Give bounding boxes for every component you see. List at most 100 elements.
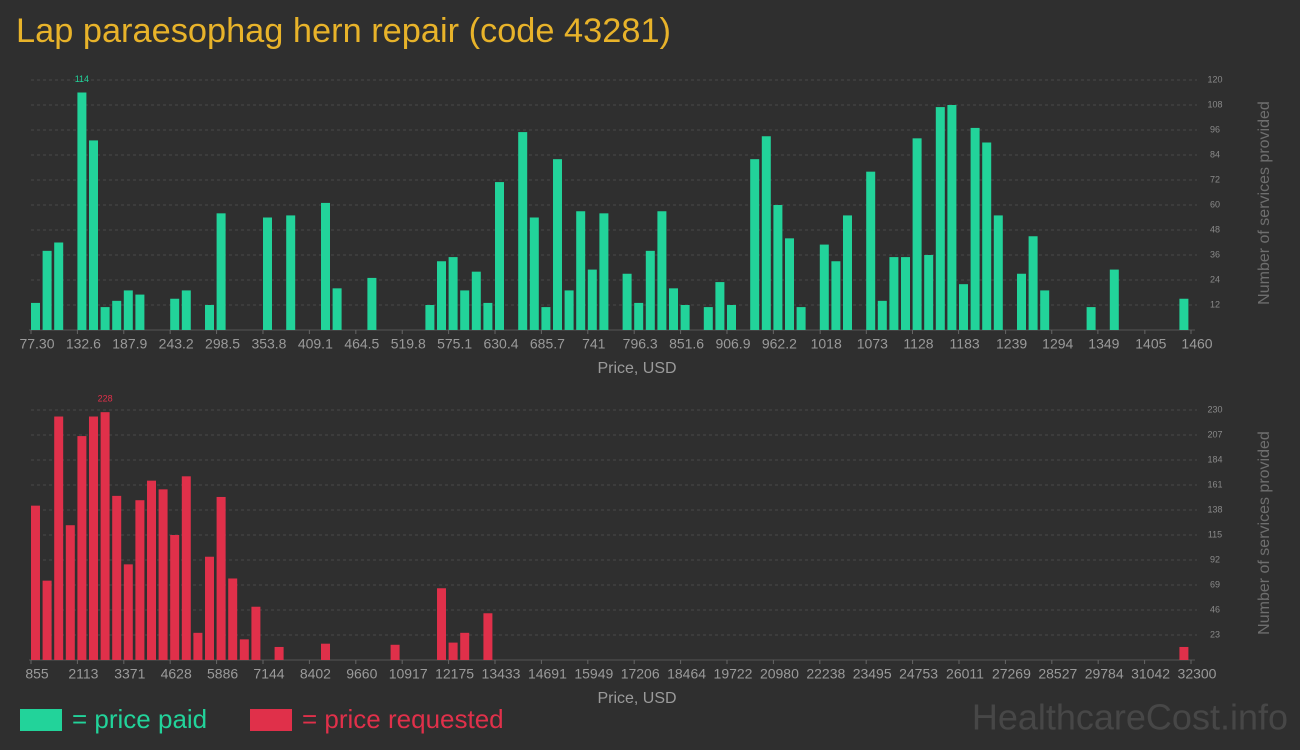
bar [483,613,493,660]
bar [65,525,75,660]
y-tick-label: 46 [1210,604,1220,614]
y-tick-label: 184 [1207,454,1222,464]
y-tick-label: 115 [1208,529,1222,539]
bar [796,307,806,330]
bar [982,142,992,330]
value-label: 114 [75,74,89,84]
x-tick-label: 353.8 [251,336,286,352]
x-tick-label: 17206 [621,666,660,682]
y-axis-label: Number of services provided [1256,431,1273,635]
x-tick-label: 15949 [574,666,613,682]
legend-swatch [250,709,292,731]
bar [89,140,98,330]
bar [657,211,667,330]
legend-label: = price requested [302,704,504,734]
x-tick-label: 519.8 [391,336,426,352]
legend-label: = price paid [72,704,207,734]
bar [970,127,980,331]
x-tick-label: 1128 [903,336,933,352]
x-tick-label: 9660 [346,666,377,682]
bar [88,416,99,660]
bar [228,578,238,660]
bar [263,217,273,330]
bar [216,496,226,660]
x-tick-label: 906.9 [715,336,750,352]
x-tick-label: 10917 [389,666,428,682]
y-tick-label: 60 [1210,199,1220,209]
bar [448,257,458,330]
x-tick-label: 31042 [1131,666,1170,682]
x-tick-label: 298.5 [205,336,240,352]
x-tick-label: 22238 [806,666,845,682]
bar [181,476,191,660]
x-tick-label: 464.5 [344,336,379,352]
y-tick-label: 161 [1207,479,1222,489]
bar [54,242,64,330]
bar [1086,307,1096,330]
bar [1040,290,1050,330]
bar [1109,269,1119,330]
bar [518,132,528,330]
watermark: HealthcareCost.info [972,697,1288,738]
bar [193,632,203,660]
bar [123,564,133,660]
bar [135,294,145,330]
bar [390,644,400,660]
y-tick-label: 12 [1210,299,1220,309]
x-tick-label: 12175 [435,666,474,682]
bar [112,495,122,660]
bar [866,171,876,330]
x-tick-label: 24753 [899,666,938,682]
bar [599,213,609,330]
x-axis-label: Price, USD [597,360,676,377]
bar [576,211,586,330]
x-tick-label: 132.6 [66,336,101,352]
bar [727,305,737,330]
bar [31,302,41,330]
bar [77,436,87,660]
y-tick-label: 36 [1210,249,1220,259]
y-tick-label: 92 [1210,554,1220,564]
bar [170,298,180,330]
bar [320,643,331,660]
x-tick-label: 20980 [760,666,799,682]
bar [541,307,551,330]
y-tick-label: 84 [1210,149,1220,159]
x-tick-label: 243.2 [159,336,194,352]
bar [715,282,725,330]
bar [158,489,168,660]
bar [100,412,110,660]
bar [831,261,841,330]
bar [460,632,470,660]
y-tick-label: 96 [1210,124,1220,134]
x-tick-label: 5886 [207,666,238,682]
bar [437,588,446,660]
bar [900,257,910,330]
bar [553,159,562,330]
bar [587,269,597,330]
legend-swatch [20,709,62,731]
bar [1179,646,1189,660]
bar [495,182,505,330]
bar [181,290,191,330]
x-tick-label: 77.30 [19,336,54,352]
bar [274,646,284,660]
bar [205,556,214,660]
bar [321,202,330,330]
title: Lap paraesophag hern repair (code 43281) [16,12,671,50]
bar [877,300,887,330]
bar [332,288,342,330]
bar [1016,273,1026,330]
x-tick-label: 8402 [300,666,331,682]
bar [529,217,539,330]
bar [471,271,481,330]
y-tick-label: 48 [1210,224,1220,234]
x-tick-label: 23495 [853,666,892,682]
bar [425,305,435,330]
bar [668,288,678,330]
bar [367,277,377,330]
bar [784,238,794,330]
x-tick-label: 14691 [528,666,567,682]
x-tick-label: 187.9 [112,336,147,352]
